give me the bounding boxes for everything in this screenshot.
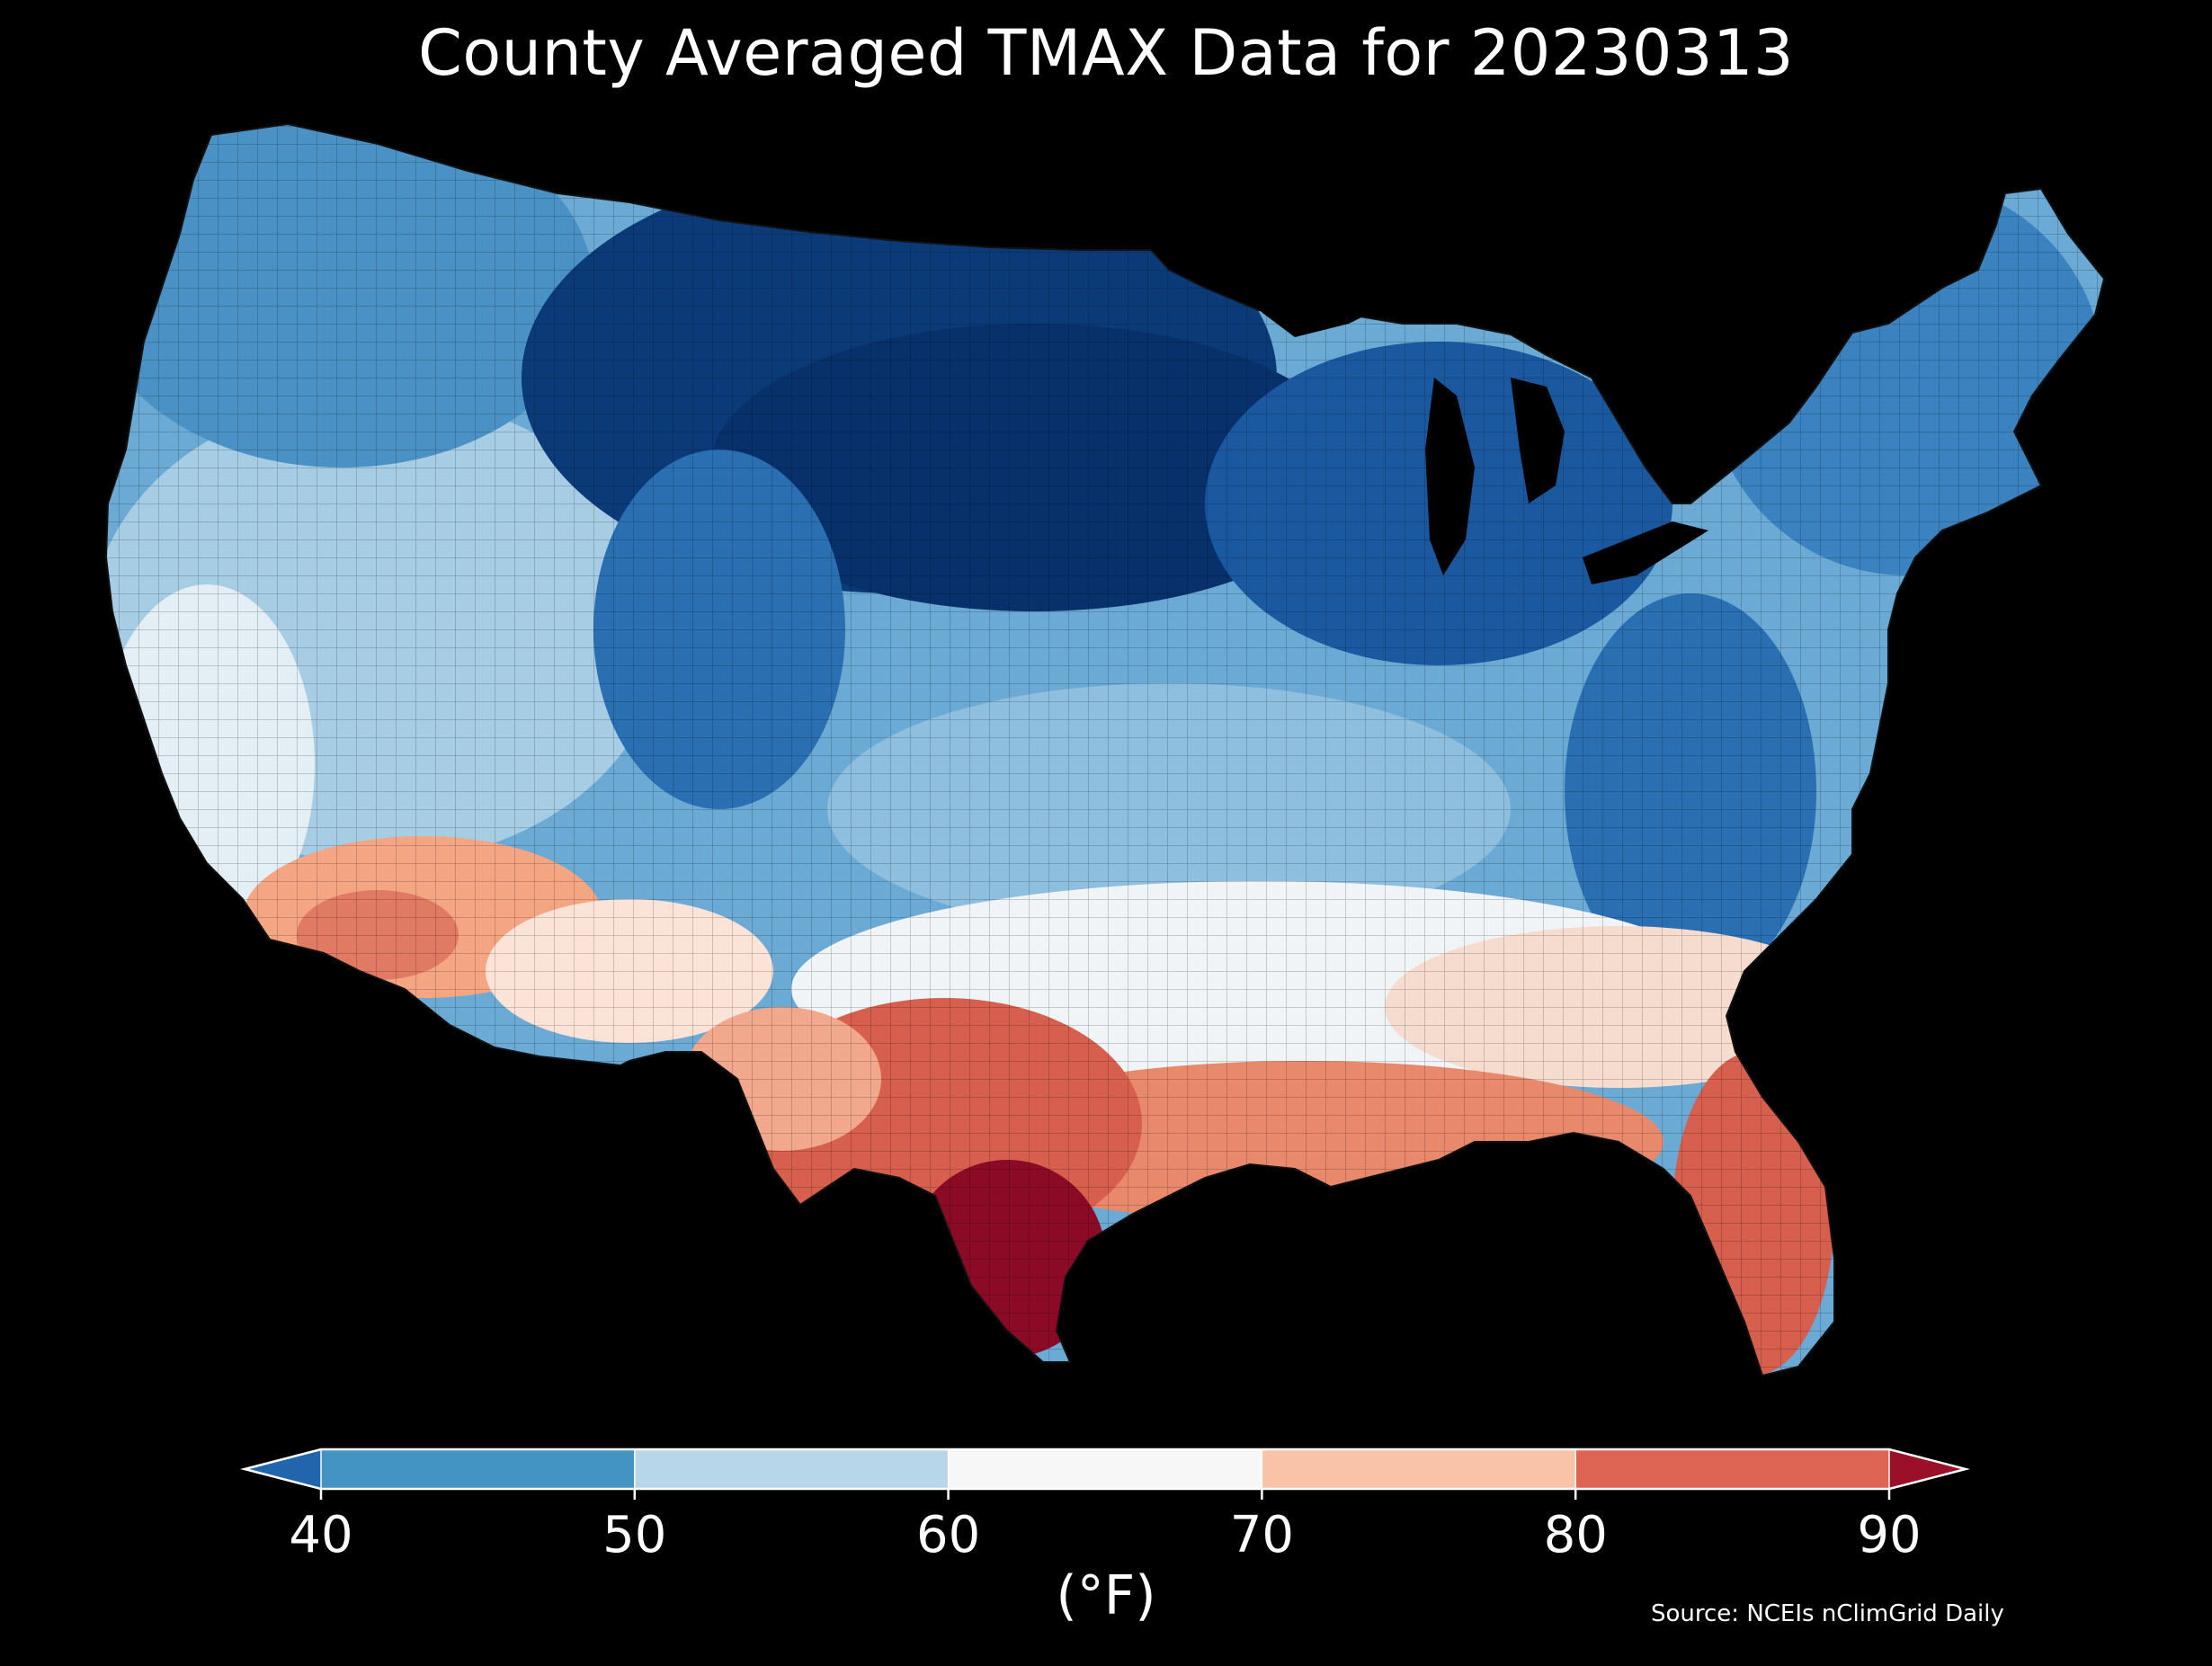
lake-michigan-shape	[1425, 378, 1475, 575]
colorbar-bin-4	[1575, 1449, 1889, 1489]
colorbar-unit-label: (°F)	[1056, 1564, 1156, 1627]
colorbar-tick-label-5: 90	[1857, 1506, 1921, 1564]
colorbar-bin-0	[321, 1449, 635, 1489]
colorbar-over-arrow	[1889, 1449, 1966, 1489]
colorbar-tick-label-1: 50	[602, 1506, 666, 1564]
colorbar-bin-2	[948, 1449, 1262, 1489]
source-note: Source: NCEIs nClimGrid Daily	[1651, 1600, 2004, 1627]
colorbar-bin-1	[634, 1449, 949, 1489]
colorbar-under-arrow	[245, 1449, 321, 1489]
lake-superior-shape	[1259, 270, 1403, 337]
colorbar-tick-label-4: 80	[1544, 1506, 1608, 1564]
colorbar-bin-3	[1262, 1449, 1576, 1489]
colorbar-tick-label-3: 70	[1230, 1506, 1294, 1564]
lake-erie-shape	[1583, 521, 1708, 584]
colorbar-tick-label-2: 60	[916, 1506, 980, 1564]
map-title: County Averaged TMAX Data for 20230313	[417, 16, 1795, 90]
colorbar-tick-label-0: 40	[289, 1506, 352, 1564]
lake-huron-shape	[1511, 378, 1565, 503]
